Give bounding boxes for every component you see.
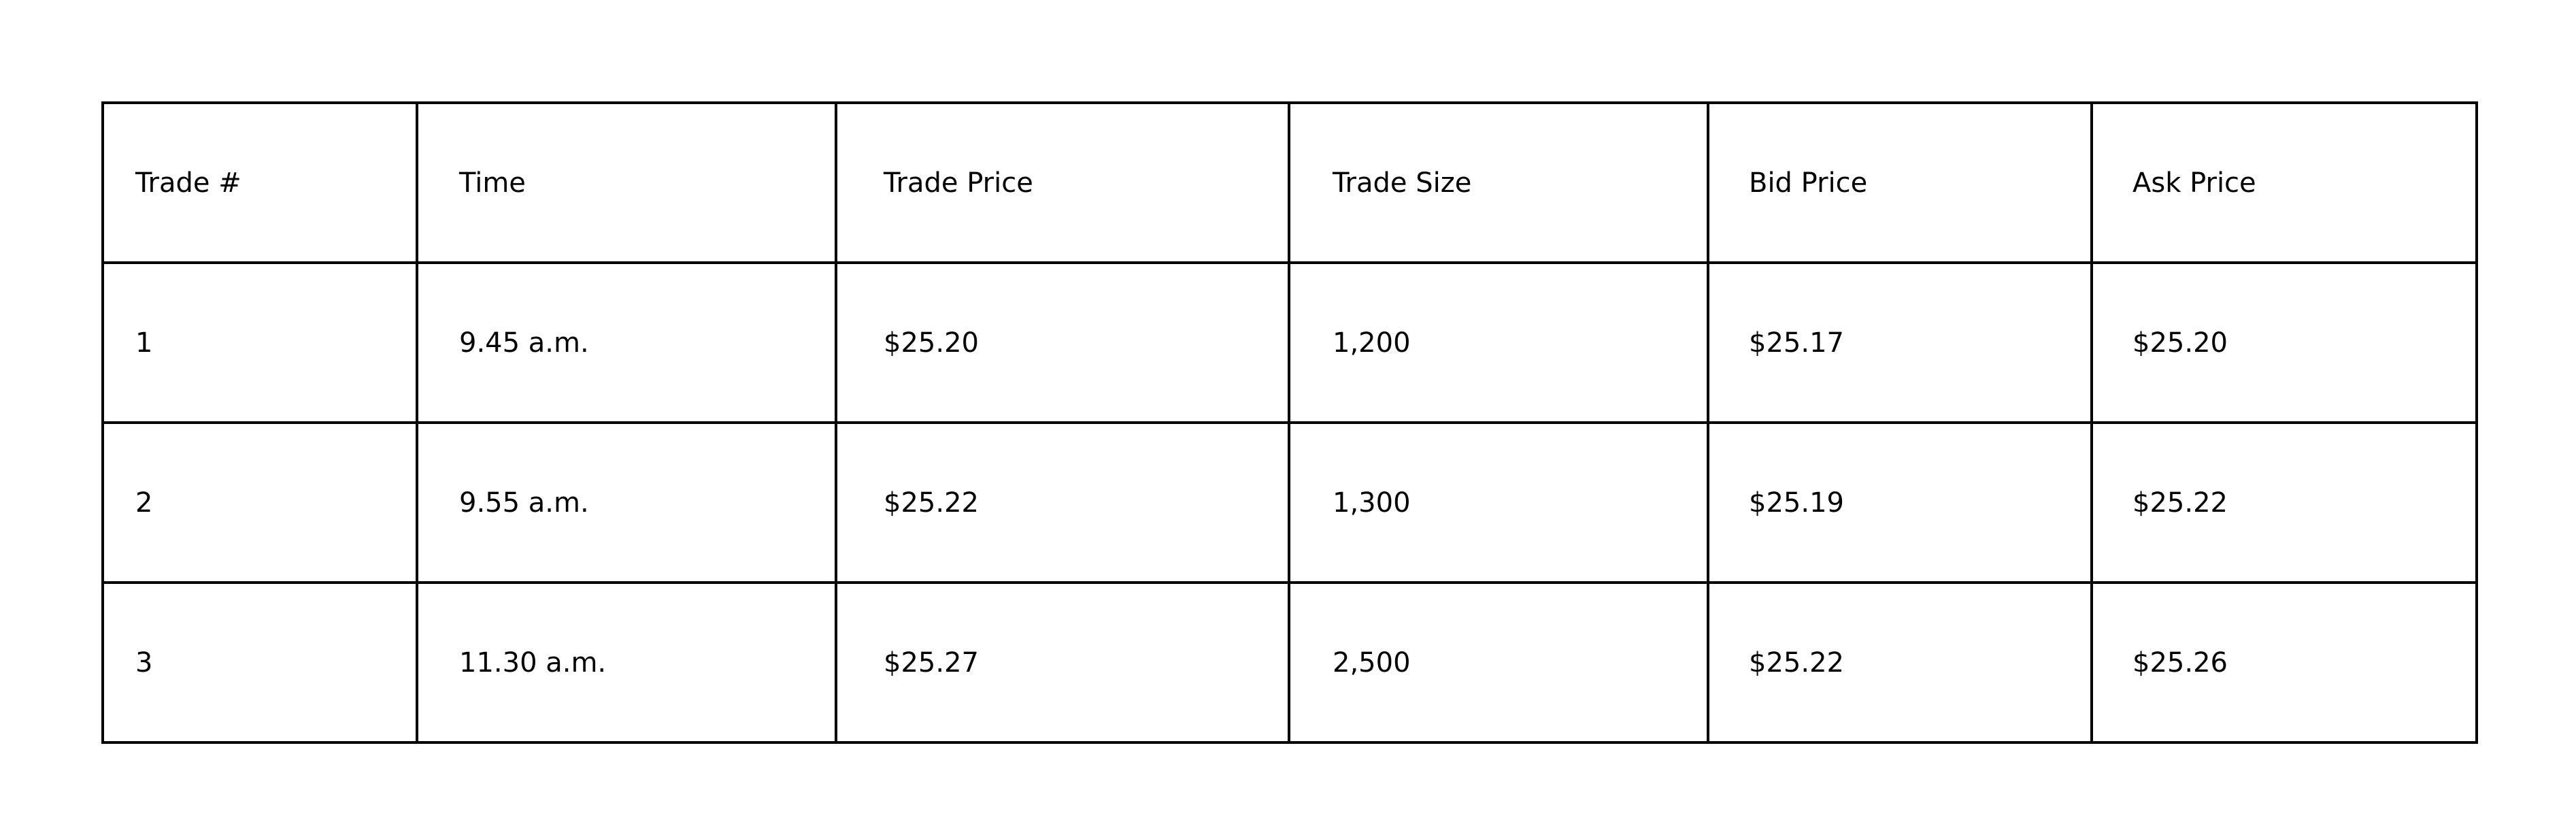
cell-trade-size: 2,500 (1288, 581, 1709, 744)
cell-ask-price: $25.20 (2090, 261, 2478, 424)
table-row: 2 9.55 a.m. $25.22 1,300 $25.19 $25.22 (101, 421, 2478, 584)
cell-trade-size: 1,300 (1288, 421, 1709, 584)
cell-trade-price: $25.22 (835, 421, 1290, 584)
column-header-trade-number: Trade # (101, 101, 418, 264)
cell-trade-number: 1 (101, 261, 418, 424)
cell-ask-price: $25.26 (2090, 581, 2478, 744)
cell-time: 11.30 a.m. (416, 581, 837, 744)
cell-trade-price: $25.20 (835, 261, 1290, 424)
cell-trade-number: 3 (101, 581, 418, 744)
column-header-ask-price: Ask Price (2090, 101, 2478, 264)
cell-trade-price: $25.27 (835, 581, 1290, 744)
table-row: 1 9.45 a.m. $25.20 1,200 $25.17 $25.20 (101, 261, 2478, 424)
cell-trade-size: 1,200 (1288, 261, 1709, 424)
cell-time: 9.45 a.m. (416, 261, 837, 424)
column-header-bid-price: Bid Price (1707, 101, 2093, 264)
cell-bid-price: $25.22 (1707, 581, 2093, 744)
trades-table: Trade # Time Trade Price Trade Size Bid … (101, 101, 2478, 744)
cell-ask-price: $25.22 (2090, 421, 2478, 584)
table-row: 3 11.30 a.m. $25.27 2,500 $25.22 $25.26 (101, 581, 2478, 744)
cell-bid-price: $25.17 (1707, 261, 2093, 424)
column-header-trade-size: Trade Size (1288, 101, 1709, 264)
cell-time: 9.55 a.m. (416, 421, 837, 584)
column-header-trade-price: Trade Price (835, 101, 1290, 264)
column-header-time: Time (416, 101, 837, 264)
cell-trade-number: 2 (101, 421, 418, 584)
header-row: Trade # Time Trade Price Trade Size Bid … (101, 101, 2478, 264)
cell-bid-price: $25.19 (1707, 421, 2093, 584)
